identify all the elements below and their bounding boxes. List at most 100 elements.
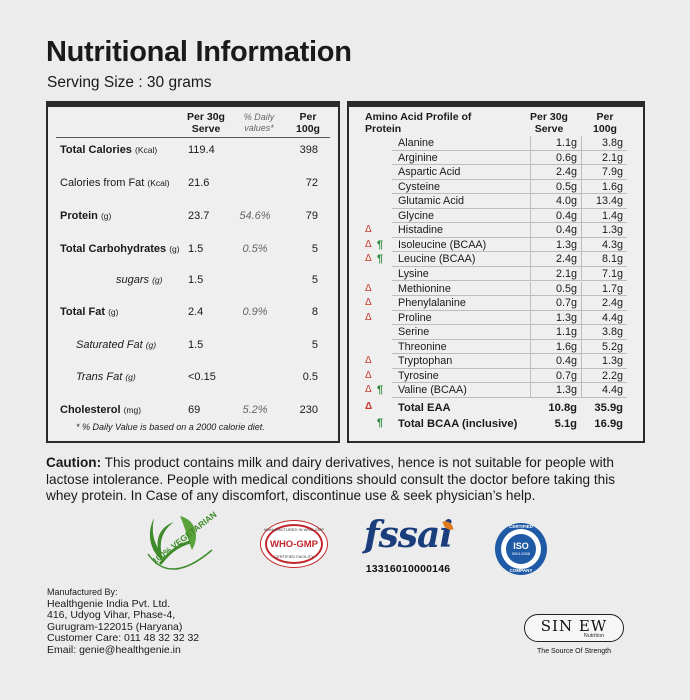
amino-row: Δ ¶ Isoleucine (BCAA) 1.3g 4.3g [357,237,635,253]
nutrient-unit: (g) [145,340,157,350]
per-serve-value: 21.6 [188,177,210,189]
amino-name: Leucine (BCAA) [392,252,530,267]
per-100g-value: 1.6g [581,179,627,195]
bcaa-marker-icon: ¶ [377,417,384,429]
amino-name: Glycine [392,209,530,224]
amino-row: Alanine 1.1g 3.8g [357,136,635,151]
essential-marker-icon: Δ [365,369,372,381]
nutrition-row: Total Calories (Kcal) 119.4 398 [60,141,332,159]
nutrient-name: Protein [60,210,98,222]
per-serve-value: 1.5 [188,274,204,286]
nutrition-row: Total Carbohydrates (g) 1.5 0.5% 5 [60,240,332,258]
per-100g-value: 1.3g [581,223,627,238]
per-serve-value: 5.1g [554,418,577,430]
iso-standard: 9001:2008 [512,552,530,556]
manufacturer-heading: Manufactured By: [47,587,118,597]
caution-text: This product contains milk and dairy der… [46,455,616,503]
caution-label: Caution: [46,455,102,470]
amino-name: Valine (BCAA) [392,383,530,398]
nutrient-name: Total Fat [60,306,106,318]
brand-name: SIN EW [540,617,608,635]
nutrient-label: Total Calories (Kcal) [60,144,186,156]
per-serve-value: 2.4 [188,306,204,318]
amino-row: Glycine 0.4g 1.4g [357,208,635,224]
manufacturer-line: 416, Udyog Vihar, Phase-4, [47,609,176,622]
who-gmp-label: WHO-GMP [269,539,319,550]
essential-marker-icon: Δ [365,401,373,412]
brand-logo: SIN EW Nutrition The Source Of Strength [510,614,640,666]
nutrient-name: Trans Fat [76,371,123,383]
manufacturer-info: Manufactured By: Healthgenie India Pvt. … [47,587,199,657]
nutrient-unit: (g) [125,372,136,382]
nutrient-unit: (g) [169,244,180,254]
per-100g-value: 8 [311,306,318,318]
per-serve-value: 1.3g [530,237,581,253]
table-top-rule [349,103,643,107]
per-serve-value: 1.5 [188,243,204,255]
per-100g-value: 1.3g [581,354,627,369]
per-100g-value: 79 [305,210,318,222]
amino-name: Serine [392,325,530,340]
daily-value-footnote: * % Daily Value is based on a 2000 calor… [76,422,265,432]
amino-name: Lysine [392,267,530,282]
per-serve-value: 1.6g [530,339,581,355]
nutrient-name: sugars [116,274,150,286]
vegetarian-leaf-icon [147,516,213,570]
serving-size: Serving Size : 30 grams [47,74,212,91]
who-gmp-logo: MANUFACTURED IN WHO-GMP WHO-GMP CERTIFIE… [258,518,330,572]
amino-row: Threonine 1.6g 5.2g [357,339,635,355]
amino-name: Aspartic Acid [392,165,530,180]
amino-name: Alanine [392,136,530,151]
amino-row: Δ Tryptophan 0.4g 1.3g [357,354,635,369]
amino-name: Tyrosine [392,369,530,384]
who-gmp-top-text: MANUFACTURED IN WHO-GMP [264,527,324,532]
per-100g-value: 7.1g [581,266,627,282]
per-serve-value: 0.7g [530,296,581,311]
col-header-per-serve: Per 30g Serve [530,111,568,135]
daily-value-pct: 5.2% [242,404,268,416]
daily-value-pct: 0.9% [242,306,268,318]
per-serve-value: 0.7g [530,368,581,384]
per-100g-value: 13.4g [581,194,627,209]
nutrient-label: Total Carbohydrates (g) [60,243,186,255]
amino-name: Proline [392,311,530,326]
per-100g-value: 5 [311,274,318,286]
nutrition-row: Total Fat (g) 2.4 0.9% 8 [60,303,332,321]
fssai-license-number: 13316010000146 [365,563,451,575]
nutrient-name: Total Carbohydrates [60,243,167,255]
nutrient-label: Saturated Fat (g) [60,339,186,351]
nutrition-table: Per 30g Serve % Daily values* Per 100g T… [46,101,340,443]
per-100g-value: 3.8g [581,325,627,340]
per-serve-value: 1.1g [530,325,581,340]
nutrient-name: Total Calories [60,144,132,156]
bcaa-marker-icon: ¶ [377,238,384,251]
caution-note: Caution: This product contains milk and … [46,455,646,505]
per-serve-value: 1.5 [188,339,204,351]
amino-row: Aspartic Acid 2.4g 7.9g [357,165,635,180]
nutrition-row: sugars (g) 1.5 5 [60,271,332,289]
essential-marker-icon: Δ [365,384,372,396]
nutrient-name: Cholesterol [60,404,121,416]
essential-marker-icon: Δ [365,253,372,265]
nutrient-unit: (Kcal) [147,178,170,188]
per-serve-value: 0.6g [530,150,581,166]
customer-care: Customer Care: 011 48 32 32 32 [47,632,200,645]
per-100g-value: 4.3g [581,237,627,253]
amino-name: Cysteine [392,180,530,195]
nutrient-label: Trans Fat (g) [60,371,186,383]
vegetarian-logo: 100% VEGETARIAN [140,509,230,580]
amino-name: Phenylalanine [392,296,530,311]
per-100g-value: 5 [311,243,318,255]
per-serve-value: 0.5g [530,281,581,296]
per-100g-value: 398 [299,144,318,156]
manufacturer-line: Healthgenie India Pvt. Ltd. [47,597,171,610]
per-100g-value: 72 [305,177,318,189]
nutrient-label: Cholesterol (mg) [60,404,186,416]
per-serve-value: 119.4 [188,144,215,156]
brand-tagline: The Source Of Strength [537,648,611,655]
amino-name: Total EAA [398,402,451,414]
amino-row: Δ Tyrosine 0.7g 2.2g [357,368,635,384]
daily-value-pct: 54.6% [239,210,271,222]
per-serve-value: 2.4g [530,165,581,180]
nutrition-row: Calories from Fat (Kcal) 21.6 72 [60,174,332,192]
